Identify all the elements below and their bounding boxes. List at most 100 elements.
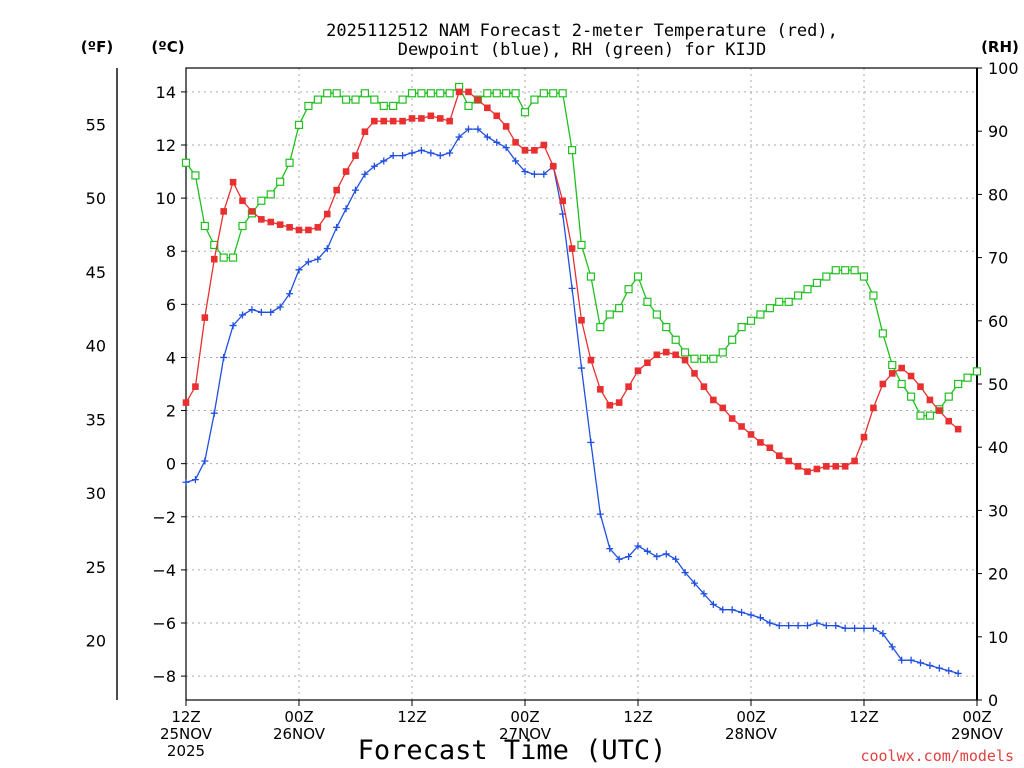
rh-point	[530, 95, 539, 104]
dewpoint-point	[465, 125, 472, 133]
rh-tick-label: 100	[988, 59, 1019, 78]
temperature-point	[926, 396, 934, 404]
temperature-point	[305, 226, 312, 234]
dewpoint-point	[709, 600, 717, 608]
temperature-point	[521, 147, 529, 154]
dewpoint-point	[615, 555, 623, 563]
dewpoint-point	[436, 152, 444, 160]
rh-point	[756, 310, 765, 319]
rh-tick-label: 60	[988, 312, 1008, 331]
temperature-point	[794, 463, 802, 470]
dewpoint-point	[191, 476, 199, 484]
rh-point	[718, 348, 727, 357]
dewpoint-point	[399, 152, 407, 160]
dewpoint-point	[201, 457, 209, 465]
dewpoint-point	[417, 146, 425, 154]
rh-point	[709, 354, 718, 363]
dewpoint-point	[370, 162, 378, 170]
grid-lines	[186, 68, 977, 700]
dewpoint-point	[352, 186, 359, 194]
temperature-point	[361, 128, 369, 136]
temperature-point	[860, 433, 868, 441]
dewpoint-point	[286, 290, 294, 298]
temperature-point	[182, 399, 190, 406]
rh-point	[878, 329, 887, 338]
rh-point	[379, 101, 388, 111]
fahrenheit-tick-label: 50	[86, 189, 106, 208]
dewpoint-point	[917, 659, 924, 667]
temperature-point	[436, 115, 444, 122]
rh-point	[483, 89, 492, 98]
dewpoint-point	[653, 553, 661, 561]
rh-point	[972, 367, 982, 376]
rh-point	[191, 171, 200, 180]
dewpoint-point	[804, 622, 811, 630]
rh-point	[276, 177, 285, 186]
fahrenheit-tick-label: 40	[86, 337, 106, 356]
temperature-point	[493, 112, 501, 120]
rh-point	[784, 297, 793, 306]
rh-point	[332, 89, 341, 98]
temperature-point	[634, 367, 642, 375]
rh-point	[850, 266, 859, 275]
temperature-point	[248, 208, 256, 215]
rh-point	[793, 291, 803, 300]
rh-point	[313, 95, 322, 104]
rh-point	[502, 89, 511, 98]
fahrenheit-tick-label: 30	[86, 484, 106, 503]
rh-point	[944, 392, 953, 401]
temperature-point	[879, 380, 887, 388]
dewpoint-point	[455, 133, 463, 141]
rh-tick-label: 30	[988, 501, 1008, 520]
temperature-point	[653, 351, 661, 359]
temperature-point	[813, 465, 821, 473]
series-temperature	[182, 88, 962, 475]
dewpoint-point	[267, 308, 275, 316]
rh-tick-label: 10	[988, 628, 1008, 647]
dewpoint-point	[342, 205, 350, 213]
rh-point	[360, 89, 370, 98]
rh-point	[238, 221, 247, 231]
rh-tick-label: 40	[988, 438, 1008, 457]
x-tick-label: 12Z	[171, 708, 200, 726]
rh-point	[200, 221, 209, 231]
celsius-unit-label: (ºC)	[151, 38, 184, 56]
dewpoint-point	[869, 624, 877, 632]
temperature-point	[295, 226, 303, 234]
celsius-tick-label: 8	[166, 242, 176, 261]
dewpoint-point	[728, 606, 736, 614]
temperature-point	[766, 444, 774, 452]
rh-point	[859, 272, 869, 281]
temperature-point	[512, 139, 519, 146]
fahrenheit-unit-label: (ºF)	[81, 38, 113, 56]
rh-point	[539, 89, 548, 98]
celsius-tick-label: −8	[152, 667, 176, 686]
dewpoint-point	[898, 656, 906, 664]
temperature-point	[540, 141, 548, 149]
rh-point	[615, 304, 624, 313]
dewpoint-point	[625, 553, 633, 561]
rh-point	[567, 146, 577, 155]
series-layer	[181, 82, 982, 677]
temperature-point	[851, 457, 858, 465]
rh-point	[549, 89, 558, 98]
dewpoint-point	[474, 125, 482, 133]
temperature-point	[597, 386, 604, 393]
temperature-point	[389, 117, 397, 125]
temperature-point	[239, 197, 246, 205]
dewpoint-point	[540, 170, 548, 178]
dewpoint-point	[841, 624, 849, 632]
temperature-point	[644, 359, 651, 367]
temperature-point	[954, 425, 962, 433]
dewpoint-point	[229, 322, 237, 330]
dewpoint-point	[738, 608, 746, 616]
rh-point	[436, 89, 445, 98]
rh-point	[520, 108, 530, 117]
temperature-point	[945, 417, 953, 425]
x-tick-label: 26NOV	[273, 725, 326, 743]
temperature-point	[427, 112, 435, 120]
dewpoint-point	[634, 542, 642, 550]
dewpoint-point	[361, 170, 369, 178]
